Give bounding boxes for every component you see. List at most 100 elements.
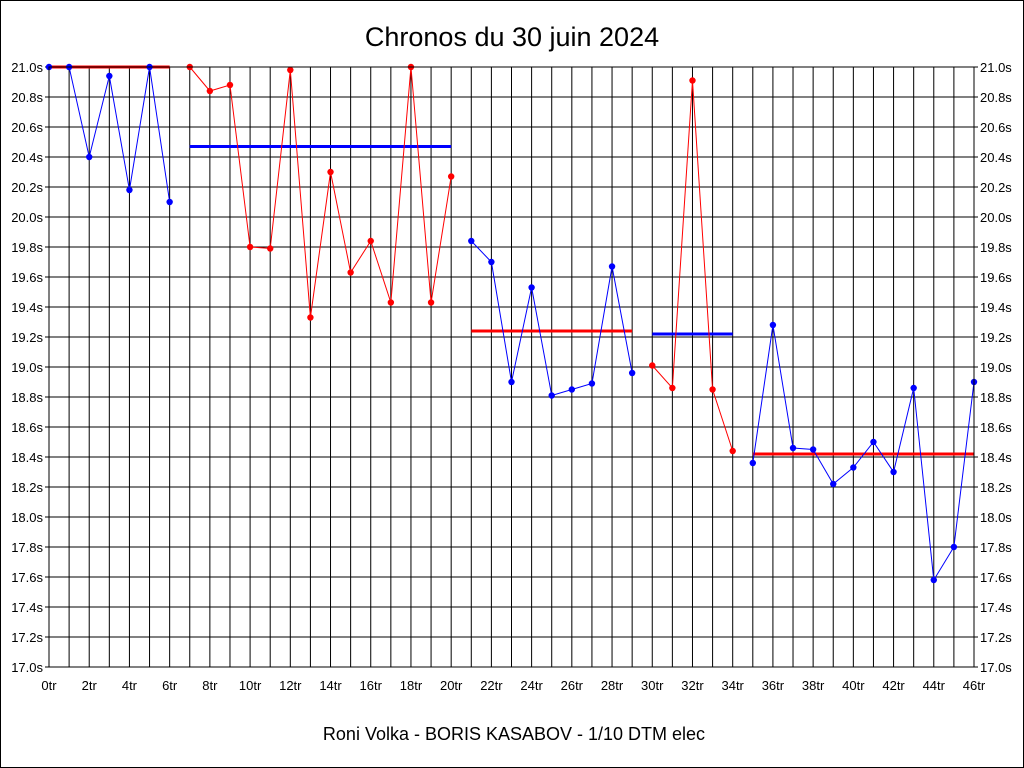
series-line <box>189 66 452 318</box>
y-tick-label-right: 21.0s <box>980 60 1012 75</box>
x-tick-label: 26tr <box>561 678 584 693</box>
y-tick-label-right: 18.2s <box>980 480 1012 495</box>
y-tick-label-left: 18.8s <box>11 390 43 405</box>
data-point <box>106 72 113 80</box>
data-point <box>307 314 314 321</box>
data-point <box>166 198 173 206</box>
data-point <box>649 362 656 369</box>
y-tick-label-right: 20.4s <box>980 150 1012 165</box>
y-tick-label-left: 19.6s <box>11 270 43 285</box>
y-tick-label-right: 20.8s <box>980 90 1012 105</box>
grid <box>45 66 978 668</box>
x-tick-label: 20tr <box>440 678 463 693</box>
data-point <box>287 66 294 74</box>
x-tick-label: 42tr <box>882 678 905 693</box>
x-tick-label: 4tr <box>122 678 138 693</box>
y-tick-label-left: 17.4s <box>11 600 43 615</box>
data-point <box>769 321 777 329</box>
data-point <box>206 87 214 95</box>
x-tick-label: 36tr <box>762 678 785 693</box>
data-point <box>950 543 958 551</box>
data-point <box>749 459 757 467</box>
y-tick-label-left: 18.0s <box>11 510 43 525</box>
data-point <box>608 263 616 270</box>
series <box>186 63 455 321</box>
plot-border <box>48 66 975 668</box>
data-point <box>689 77 696 84</box>
y-tick-label-left: 18.6s <box>11 420 43 435</box>
data-point <box>588 380 596 387</box>
data-point <box>246 243 254 251</box>
y-tick-label-right: 18.8s <box>980 390 1012 405</box>
data-point <box>729 447 736 455</box>
y-tick-label-left: 18.2s <box>11 480 43 495</box>
series-line <box>752 324 975 582</box>
y-tick-label-right: 20.0s <box>980 210 1012 225</box>
y-tick-label-left: 17.6s <box>11 570 43 585</box>
y-axis-left: 17.0s 17.2s 17.4s 17.6s 17.8s 18.0s 18.2s 18.4s… <box>11 60 43 675</box>
y-tick-label-right: 17.8s <box>980 540 1012 555</box>
data-point <box>709 386 716 393</box>
data-point <box>568 386 576 393</box>
x-tick-label: 18tr <box>400 678 423 693</box>
x-tick-label: 14tr <box>319 678 342 693</box>
y-tick-label-right: 18.6s <box>980 420 1012 435</box>
chart-footer: Roni Volka - BORIS KASABOV - 1/10 DTM el… <box>323 724 705 744</box>
y-tick-label-right: 19.8s <box>980 240 1012 255</box>
data-point <box>367 237 374 245</box>
y-tick-label-right: 19.2s <box>980 330 1012 345</box>
data-point <box>266 245 274 252</box>
y-tick-label-right: 17.6s <box>980 570 1012 585</box>
data-point <box>226 81 234 89</box>
y-tick-label-left: 18.4s <box>11 450 43 465</box>
x-tick-label: 16tr <box>360 678 383 693</box>
data-point <box>809 446 817 453</box>
x-tick-label: 44tr <box>923 678 946 693</box>
data-point <box>870 438 877 446</box>
series-group <box>45 63 978 584</box>
data-point <box>86 153 93 161</box>
data-point <box>830 480 837 488</box>
y-tick-label-left: 17.8s <box>11 540 43 555</box>
x-tick-label: 32tr <box>681 678 704 693</box>
data-point <box>447 173 455 180</box>
x-tick-label: 2tr <box>82 678 98 693</box>
data-point <box>930 576 937 584</box>
x-tick-label: 12tr <box>279 678 302 693</box>
y-tick-label-right: 17.2s <box>980 630 1012 645</box>
y-tick-label-left: 20.4s <box>11 150 43 165</box>
x-tick-label: 22tr <box>480 678 503 693</box>
y-tick-label-right: 18.4s <box>980 450 1012 465</box>
data-point <box>327 168 334 176</box>
data-point <box>548 392 555 399</box>
chart-title: Chronos du 30 juin 2024 <box>365 22 659 52</box>
x-tick-label: 6tr <box>162 678 178 693</box>
y-tick-label-left: 19.0s <box>11 360 43 375</box>
data-point <box>890 468 897 476</box>
y-tick-label-right: 19.0s <box>980 360 1012 375</box>
y-tick-label-left: 20.2s <box>11 180 43 195</box>
y-tick-label-left: 20.6s <box>11 120 43 135</box>
y-tick-label-left: 19.4s <box>11 300 43 315</box>
x-axis: 0tr 2tr 4tr 6tr 8tr 10tr 12tr 14tr 16tr 18tr 20tr 2… <box>41 678 985 693</box>
x-tick-label: 24tr <box>520 678 543 693</box>
y-tick-label-right: 20.2s <box>980 180 1012 195</box>
y-tick-label-left: 19.2s <box>11 330 43 345</box>
data-point <box>427 299 435 306</box>
y-tick-label-left: 17.0s <box>11 660 43 675</box>
x-tick-label: 8tr <box>202 678 218 693</box>
y-tick-label-right: 20.6s <box>980 120 1012 135</box>
y-tick-label-left: 20.8s <box>11 90 43 105</box>
x-tick-label: 10tr <box>239 678 262 693</box>
data-point <box>347 269 354 276</box>
data-point <box>126 186 133 194</box>
data-point <box>850 464 857 471</box>
y-tick-label-right: 19.6s <box>980 270 1012 285</box>
x-tick-label: 38tr <box>802 678 825 693</box>
data-point <box>508 378 515 386</box>
x-tick-label: 28tr <box>601 678 624 693</box>
data-point <box>628 369 636 377</box>
data-point <box>528 284 535 291</box>
